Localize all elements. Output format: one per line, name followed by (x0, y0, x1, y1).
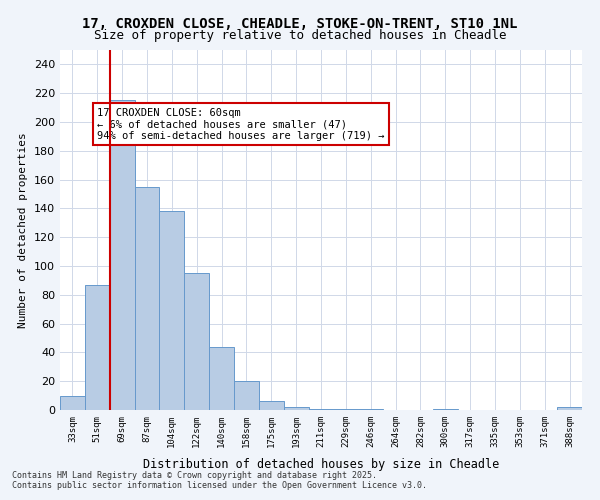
Text: 17 CROXDEN CLOSE: 60sqm
← 6% of detached houses are smaller (47)
94% of semi-det: 17 CROXDEN CLOSE: 60sqm ← 6% of detached… (97, 108, 385, 141)
Bar (134, 187, 160, 410)
Bar (110, 100, 134, 410)
Bar (433, 408, 458, 410)
Bar (358, 408, 383, 410)
Bar (85, 284, 110, 410)
X-axis label: Distribution of detached houses by size in Cheadle: Distribution of detached houses by size … (143, 458, 499, 471)
Bar (209, 346, 234, 410)
Bar (557, 407, 582, 410)
Text: Size of property relative to detached houses in Cheadle: Size of property relative to detached ho… (94, 29, 506, 42)
Bar (234, 381, 259, 410)
Bar (60, 396, 85, 410)
Y-axis label: Number of detached properties: Number of detached properties (19, 132, 28, 328)
Bar (308, 408, 334, 410)
Text: Contains HM Land Registry data © Crown copyright and database right 2025.
Contai: Contains HM Land Registry data © Crown c… (12, 470, 427, 490)
Text: 17, CROXDEN CLOSE, CHEADLE, STOKE-ON-TRENT, ST10 1NL: 17, CROXDEN CLOSE, CHEADLE, STOKE-ON-TRE… (82, 18, 518, 32)
Bar (334, 408, 358, 410)
Bar (284, 407, 308, 410)
Bar (184, 273, 209, 410)
Bar (259, 402, 284, 410)
Bar (160, 212, 184, 410)
